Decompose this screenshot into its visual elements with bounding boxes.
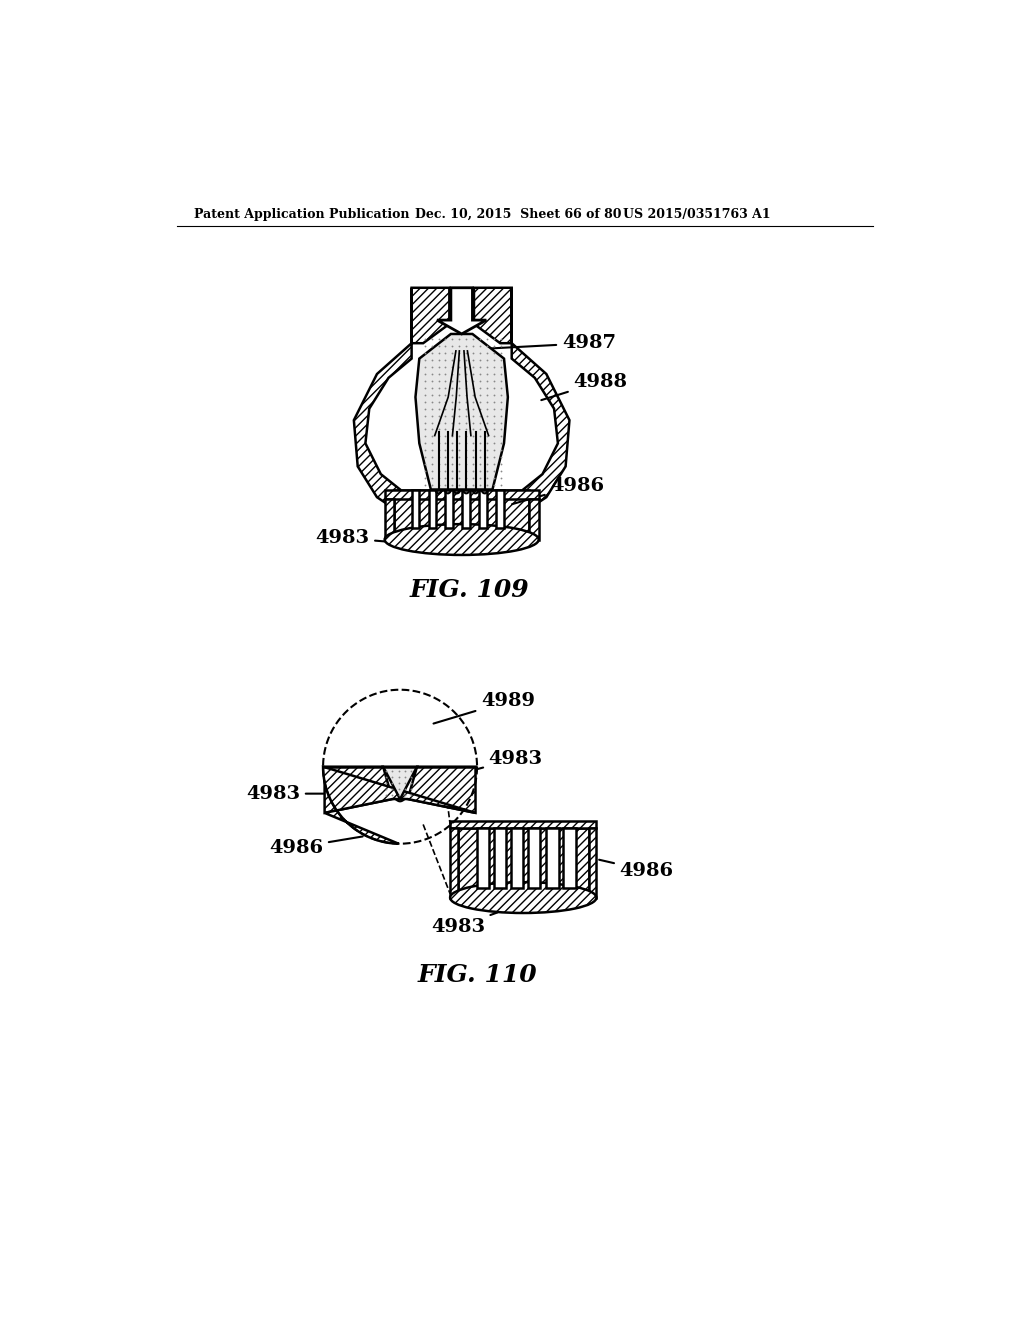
Polygon shape bbox=[529, 499, 539, 540]
Polygon shape bbox=[511, 829, 523, 888]
Polygon shape bbox=[528, 829, 541, 888]
Polygon shape bbox=[477, 829, 489, 888]
Polygon shape bbox=[323, 690, 477, 767]
Text: Dec. 10, 2015  Sheet 66 of 80: Dec. 10, 2015 Sheet 66 of 80 bbox=[416, 209, 622, 222]
Ellipse shape bbox=[451, 882, 596, 913]
Polygon shape bbox=[412, 288, 450, 343]
Text: 4989: 4989 bbox=[433, 692, 535, 723]
Text: US 2015/0351763 A1: US 2015/0351763 A1 bbox=[624, 209, 771, 222]
Polygon shape bbox=[437, 288, 486, 334]
Text: FIG. 110: FIG. 110 bbox=[417, 962, 537, 986]
Polygon shape bbox=[385, 490, 539, 499]
Polygon shape bbox=[416, 334, 508, 490]
Text: 4988: 4988 bbox=[542, 372, 628, 400]
Polygon shape bbox=[451, 821, 596, 829]
Polygon shape bbox=[408, 767, 475, 813]
Polygon shape bbox=[383, 767, 417, 799]
Polygon shape bbox=[547, 829, 559, 888]
Polygon shape bbox=[354, 288, 412, 512]
Polygon shape bbox=[589, 829, 596, 898]
Text: Patent Application Publication: Patent Application Publication bbox=[194, 209, 410, 222]
Polygon shape bbox=[479, 490, 487, 528]
Polygon shape bbox=[463, 490, 470, 528]
Polygon shape bbox=[429, 490, 436, 528]
Polygon shape bbox=[497, 490, 504, 528]
Text: 4987: 4987 bbox=[476, 334, 615, 352]
Text: 4986: 4986 bbox=[269, 837, 362, 857]
Text: 4983: 4983 bbox=[315, 529, 407, 546]
Ellipse shape bbox=[385, 524, 539, 554]
Polygon shape bbox=[512, 288, 569, 512]
Polygon shape bbox=[563, 829, 575, 888]
Polygon shape bbox=[394, 490, 529, 540]
Polygon shape bbox=[445, 490, 454, 528]
Ellipse shape bbox=[385, 524, 539, 554]
Text: FIG. 109: FIG. 109 bbox=[410, 578, 529, 602]
Polygon shape bbox=[323, 767, 475, 843]
Text: 4986: 4986 bbox=[599, 859, 674, 879]
Polygon shape bbox=[385, 499, 394, 540]
Polygon shape bbox=[458, 829, 589, 898]
Ellipse shape bbox=[451, 882, 596, 913]
Polygon shape bbox=[494, 829, 506, 888]
Text: 4983: 4983 bbox=[445, 750, 543, 777]
Polygon shape bbox=[451, 829, 458, 898]
Polygon shape bbox=[474, 288, 512, 343]
Text: 4983: 4983 bbox=[431, 912, 498, 936]
Text: 4983: 4983 bbox=[246, 784, 340, 803]
Text: 4986: 4986 bbox=[512, 477, 604, 504]
Polygon shape bbox=[325, 767, 392, 813]
Polygon shape bbox=[412, 490, 419, 528]
